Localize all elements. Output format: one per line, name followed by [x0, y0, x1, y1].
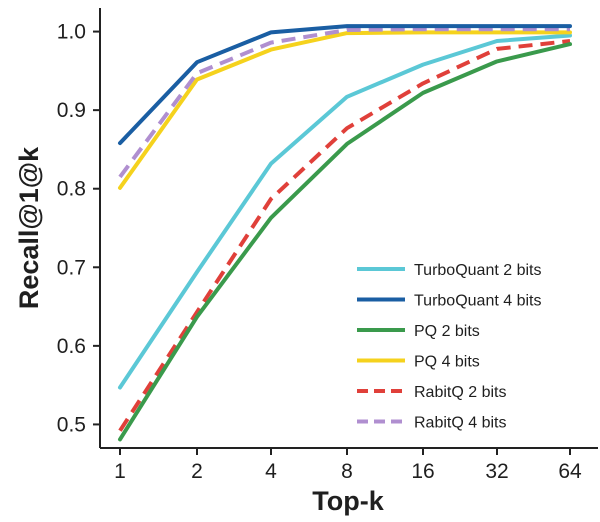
legend-label: RabitQ 4 bits	[414, 415, 506, 432]
series-line-turboquant-4-bits	[118, 24, 572, 146]
y-axis-title: Recall@1@k	[14, 146, 44, 309]
x-tick-label: 2	[191, 460, 203, 483]
series-line-rabitq-4-bits	[118, 27, 570, 179]
x-tick-label: 64	[558, 460, 582, 483]
x-tick-label: 8	[341, 460, 353, 483]
legend-label: PQ 2 bits	[414, 323, 480, 340]
y-tick-label: 0.7	[57, 256, 86, 279]
series-line-pq-4-bits	[118, 30, 572, 190]
series-layer	[118, 24, 572, 442]
x-tick-label: 16	[411, 460, 434, 483]
axes: 0.5 0.6 0.7 0.8 0.9 1.0 1 2 4 8 16 32 64	[57, 8, 598, 483]
y-tick-label: 0.9	[57, 99, 86, 122]
series-line-turboquant-2-bits	[118, 33, 572, 390]
legend-label: TurboQuant 4 bits	[414, 293, 541, 310]
y-tick-label: 1.0	[57, 21, 86, 44]
series-line-rabitq-2-bits	[118, 39, 571, 432]
legend-label: PQ 4 bits	[414, 354, 480, 371]
y-tick-label: 0.5	[57, 413, 86, 436]
x-axis-title: Top-k	[312, 486, 384, 516]
y-tick-label: 0.8	[57, 178, 86, 201]
x-tick-label: 4	[265, 460, 277, 483]
legend: TurboQuant 2 bits TurboQuant 4 bits PQ 2 b…	[357, 262, 541, 432]
y-tick-label: 0.6	[57, 335, 86, 358]
x-tick-label: 1	[114, 460, 126, 483]
legend-label: TurboQuant 2 bits	[414, 262, 541, 279]
series-line-pq-2-bits	[118, 42, 572, 442]
legend-label: RabitQ 2 bits	[414, 384, 506, 401]
x-tick-label: 32	[485, 460, 508, 483]
